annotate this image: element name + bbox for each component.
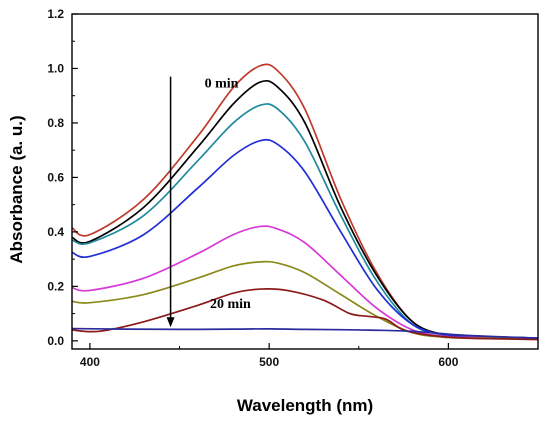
- spectrum-line-5: [71, 260, 539, 340]
- y-axis-ticks: 0.0 0.2 0.4 0.6 0.8 1.0 1.2: [47, 7, 78, 348]
- spectrum-line-0: [71, 63, 539, 339]
- y-tick-label: 0.2: [47, 279, 64, 293]
- y-tick-label: 1.2: [47, 7, 64, 21]
- x-tick-label: 500: [259, 355, 279, 369]
- annotation-20-min: 20 min: [210, 297, 251, 312]
- y-tick-label: 1.0: [47, 61, 64, 75]
- spectrum-line-3: [71, 138, 539, 339]
- y-tick-label: 0.6: [47, 170, 64, 184]
- time-arrowhead: [166, 317, 175, 328]
- spectrum-line-6: [71, 287, 539, 341]
- y-axis-label: Absorbance (a. u.): [7, 115, 26, 263]
- series-layer: [71, 63, 539, 341]
- y-tick-label: 0.8: [47, 116, 64, 130]
- y-tick-label: 0.0: [47, 334, 64, 348]
- x-tick-label: 600: [438, 355, 458, 369]
- y-tick-label: 0.4: [47, 225, 64, 239]
- plot-frame: [71, 13, 539, 350]
- spectrum-line-4: [71, 225, 539, 339]
- annotation-0-min: 0 min: [205, 77, 239, 92]
- x-tick-label: 400: [80, 355, 100, 369]
- spectrum-line-7: [71, 327, 539, 339]
- x-axis-ticks: 400 500 600: [80, 343, 539, 369]
- spectrum-line-2: [71, 103, 539, 339]
- spectrum-line-1: [71, 79, 539, 339]
- x-axis-label: Wavelength (nm): [237, 396, 373, 415]
